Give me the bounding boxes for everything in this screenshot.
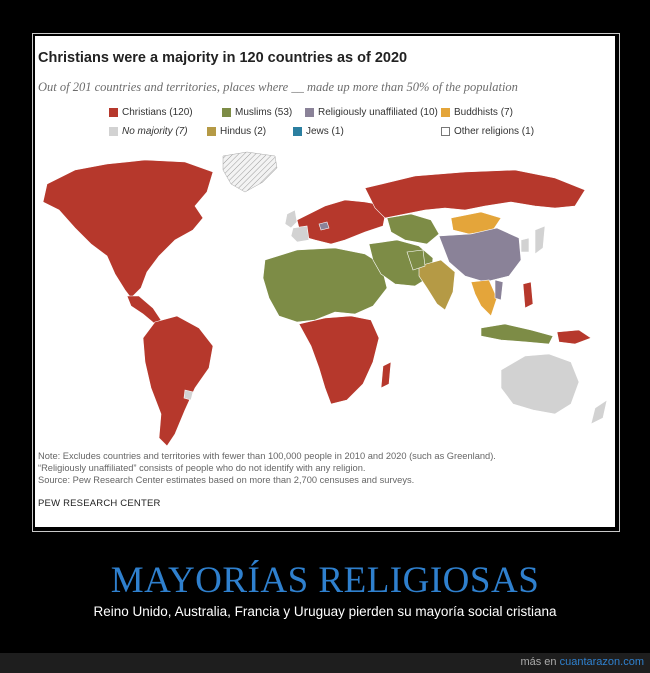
new-zealand-region xyxy=(590,399,608,425)
north-america-region xyxy=(42,159,214,299)
legend-item-unaffiliated: Religiously unaffiliated (10) xyxy=(305,107,438,118)
infographic-title: Christians were a majority in 120 countr… xyxy=(38,50,408,66)
legend-swatch-christians xyxy=(109,108,118,117)
infographic-notes: Note: Excludes countries and territories… xyxy=(38,450,496,487)
legend-label-buddhists: Buddhists (7) xyxy=(454,107,513,118)
china-region xyxy=(438,227,522,283)
legend-item-jews: Jews (1) xyxy=(293,126,344,137)
czech-region xyxy=(318,221,330,231)
source-organization: PEW RESEARCH CENTER xyxy=(38,498,161,509)
site-link[interactable]: cuantarazon.com xyxy=(559,656,644,668)
legend-swatch-hindus xyxy=(207,127,216,136)
vietnam-region xyxy=(494,279,504,301)
legend-item-hindus: Hindus (2) xyxy=(207,126,266,137)
site-footer: más en cuantarazon.com xyxy=(0,653,650,673)
japan-region xyxy=(534,225,546,255)
map-legend: Christians (120) Muslims (53) Religiousl… xyxy=(109,107,579,143)
note-line-1: Note: Excludes countries and territories… xyxy=(38,451,496,461)
korea-region xyxy=(520,237,530,253)
india-region xyxy=(418,259,456,311)
europe-region xyxy=(296,199,388,245)
sub-saharan-africa-region xyxy=(298,315,380,405)
central-america-region xyxy=(126,295,162,325)
legend-label-unaffiliated: Religiously unaffiliated (10) xyxy=(318,107,438,118)
uk-region xyxy=(284,209,298,229)
legend-label-other: Other religions (1) xyxy=(454,126,535,137)
footer-prefix: más en xyxy=(520,656,557,668)
legend-label-jews: Jews (1) xyxy=(306,126,344,137)
legend-item-buddhists: Buddhists (7) xyxy=(441,107,513,118)
infographic-card: Christians were a majority in 120 countr… xyxy=(35,36,615,527)
legend-item-no-majority: No majority (7) xyxy=(109,126,188,137)
world-map xyxy=(42,151,608,447)
uruguay-region xyxy=(183,389,194,401)
indochina-region xyxy=(470,279,498,317)
legend-label-christians: Christians (120) xyxy=(122,107,193,118)
legend-swatch-jews xyxy=(293,127,302,136)
russia-region xyxy=(364,169,586,219)
greenland-region xyxy=(222,151,278,193)
legend-swatch-no-majority xyxy=(109,127,118,136)
central-asia-region xyxy=(386,213,440,245)
legend-label-no-majority: No majority (7) xyxy=(122,126,188,137)
legend-label-hindus: Hindus (2) xyxy=(220,126,267,137)
papua-region xyxy=(556,329,592,345)
legend-swatch-unaffiliated xyxy=(305,108,314,117)
australia-region xyxy=(500,353,580,415)
indonesia-region xyxy=(480,323,554,345)
legend-item-other: Other religions (1) xyxy=(441,126,534,137)
infographic-subtitle: Out of 201 countries and territories, pl… xyxy=(38,80,518,94)
post-caption: Reino Unido, Australia, Francia y Urugua… xyxy=(93,604,557,619)
legend-swatch-muslims xyxy=(222,108,231,117)
france-region xyxy=(290,225,310,243)
north-africa-region xyxy=(262,247,388,323)
note-line-3: Source: Pew Research Center estimates ba… xyxy=(38,475,415,486)
legend-swatch-buddhists xyxy=(441,108,450,117)
legend-swatch-other xyxy=(441,127,450,136)
south-america-region xyxy=(142,315,214,447)
note-line-2: “Religiously unaffiliated” consists of p… xyxy=(38,463,366,474)
pakistan-region xyxy=(406,249,426,271)
footer-text: más en cuantarazon.com xyxy=(520,656,644,668)
madagascar-region xyxy=(380,361,392,389)
philippines-region xyxy=(522,281,534,309)
legend-item-muslims: Muslims (53) xyxy=(222,107,292,118)
legend-item-christians: Christians (120) xyxy=(109,107,193,118)
legend-label-muslims: Muslims (53) xyxy=(235,107,293,118)
post-headline: MAYORÍAS RELIGIOSAS xyxy=(110,560,540,601)
